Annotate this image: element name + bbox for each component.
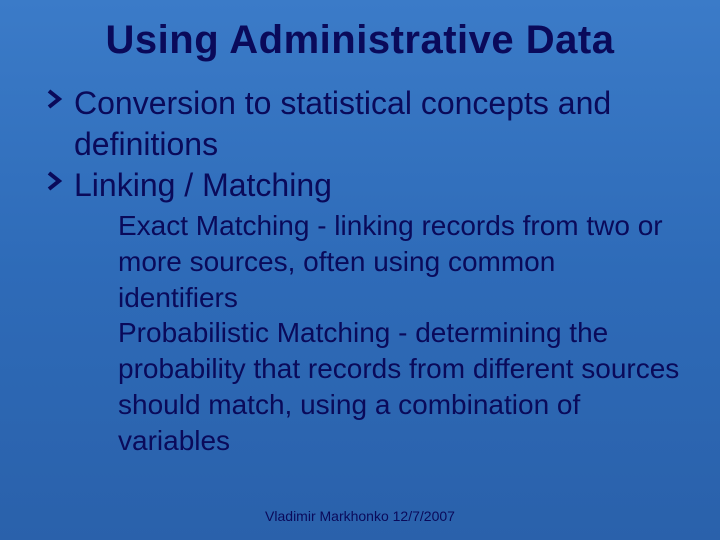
sub-list: Exact Matching - linking records from tw… <box>46 208 680 459</box>
chevron-right-icon <box>46 89 68 109</box>
bullet-text: definitions <box>74 124 218 165</box>
bullet-item: Conversion to statistical concepts and <box>46 83 680 124</box>
bullet-item-continuation: definitions <box>46 124 680 165</box>
slide-footer: Vladimir Markhonko 12/7/2007 <box>0 508 720 524</box>
sub-item: Exact Matching - linking records from tw… <box>118 208 680 315</box>
bullet-text: Linking / Matching <box>74 165 332 206</box>
slide-title: Using Administrative Data <box>40 18 680 63</box>
chevron-right-icon <box>46 171 68 191</box>
slide: Using Administrative Data Conversion to … <box>0 0 720 540</box>
bullet-list: Conversion to statistical concepts and d… <box>40 83 680 459</box>
sub-item: Probabilistic Matching - determining the… <box>118 315 680 458</box>
bullet-text: Conversion to statistical concepts and <box>74 83 611 124</box>
bullet-item: Linking / Matching <box>46 165 680 206</box>
